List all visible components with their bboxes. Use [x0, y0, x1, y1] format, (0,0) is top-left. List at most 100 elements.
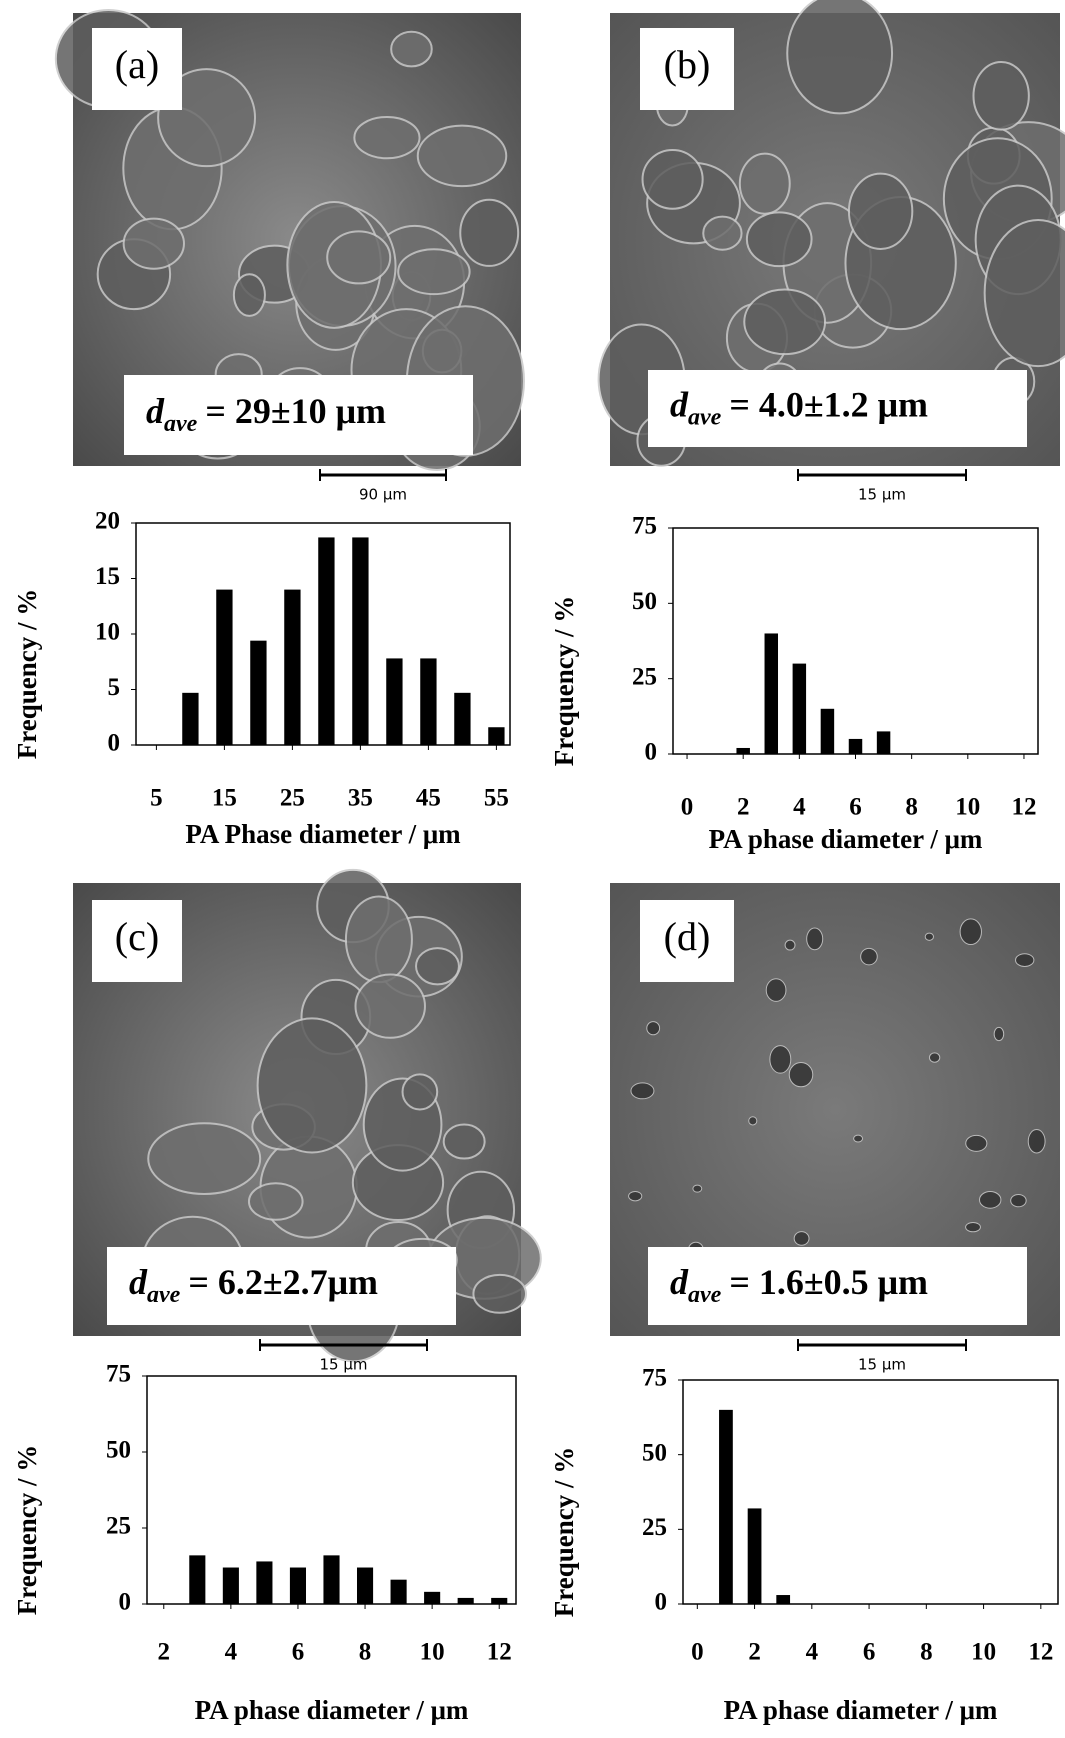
bar	[491, 1598, 507, 1604]
x-tick-label: 45	[416, 785, 441, 812]
bar	[458, 1598, 474, 1604]
x-tick-label: 10	[420, 1639, 445, 1666]
micrograph-feature	[929, 1053, 939, 1062]
x-axis-label: PA phase diameter / μm	[709, 824, 983, 854]
bar	[821, 709, 834, 754]
bar	[877, 731, 890, 754]
micrograph-feature	[473, 1275, 526, 1313]
x-tick-label: 10	[955, 794, 980, 821]
bar	[223, 1568, 239, 1604]
figure: (a)dave= 29±10 μm90 μm051015205152535455…	[0, 0, 1065, 1738]
y-tick-label: 20	[95, 508, 120, 535]
annotation-text: = 29±10 μm	[205, 391, 386, 431]
x-tick-label: 6	[863, 1639, 876, 1666]
micrograph-feature	[807, 928, 823, 950]
micrograph-feature	[740, 154, 790, 214]
y-tick-label: 0	[108, 730, 121, 757]
micrograph-feature	[785, 940, 795, 950]
micrograph-feature	[391, 32, 432, 67]
annotation-text: = 4.0±1.2 μm	[729, 385, 928, 425]
y-tick-label: 75	[642, 1365, 667, 1392]
y-axis-label: Frequency / %	[549, 596, 579, 767]
x-tick-label: 0	[691, 1639, 704, 1666]
bar	[256, 1561, 272, 1604]
y-axis-label: Frequency / %	[12, 589, 42, 760]
bar	[748, 1508, 762, 1604]
x-tick-label: 12	[1028, 1639, 1053, 1666]
bar	[420, 658, 436, 745]
micrograph-feature	[966, 1223, 981, 1232]
micrograph-feature	[770, 1046, 791, 1074]
annotation-text: = 1.6±0.5 μm	[729, 1262, 928, 1302]
panel-label: (b)	[664, 42, 711, 87]
micrograph-feature	[1016, 954, 1034, 967]
x-tick-label: 35	[348, 785, 373, 812]
micrograph-feature	[960, 919, 981, 945]
y-tick-label: 10	[95, 619, 120, 646]
bar	[357, 1568, 373, 1604]
micrograph-feature	[766, 979, 786, 1002]
y-tick-label: 50	[642, 1439, 667, 1466]
plot-frame	[673, 528, 1038, 754]
y-tick-label: 5	[108, 674, 121, 701]
y-tick-label: 25	[642, 1514, 667, 1541]
x-tick-label: 12	[1011, 794, 1036, 821]
micrograph-feature	[854, 1135, 863, 1142]
micrograph-feature	[258, 1018, 367, 1152]
micrograph-feature	[416, 948, 459, 984]
micrograph-feature	[354, 117, 419, 158]
y-tick-label: 50	[106, 1437, 131, 1464]
micrograph-feature	[444, 1125, 485, 1159]
micrograph-feature	[148, 1123, 260, 1194]
micrograph-feature	[124, 219, 184, 269]
x-tick-label: 2	[748, 1639, 761, 1666]
micrograph-feature	[1028, 1130, 1045, 1153]
micrograph-feature	[787, 0, 892, 113]
x-tick-label: 5	[150, 785, 163, 812]
x-tick-label: 8	[920, 1639, 933, 1666]
annotation-symbol: d	[670, 385, 689, 425]
x-tick-label: 15	[212, 785, 237, 812]
bar	[386, 658, 402, 745]
x-tick-label: 8	[359, 1639, 372, 1666]
bar	[189, 1555, 205, 1604]
bar	[323, 1555, 339, 1604]
annotation-subscript: ave	[688, 404, 722, 430]
micrograph-feature	[789, 1063, 813, 1087]
micrograph-feature	[1011, 1194, 1026, 1206]
micrograph-feature	[747, 212, 812, 266]
bar	[849, 739, 862, 754]
bar	[793, 664, 806, 754]
bar	[318, 537, 334, 745]
y-tick-label: 0	[119, 1589, 132, 1616]
x-tick-label: 12	[487, 1639, 512, 1666]
annotation-symbol: d	[146, 391, 165, 431]
bar	[424, 1592, 440, 1604]
micrograph-feature	[925, 933, 933, 940]
x-tick-label: 4	[225, 1639, 238, 1666]
micrograph-feature	[346, 897, 412, 983]
y-axis-label: Frequency / %	[12, 1445, 42, 1616]
micrograph-feature	[794, 1232, 809, 1246]
micrograph-feature	[356, 975, 425, 1038]
x-axis-label: PA Phase diameter / μm	[185, 819, 461, 849]
bar	[290, 1568, 306, 1604]
micrograph-feature	[980, 1191, 1001, 1208]
bar	[391, 1580, 407, 1604]
micrograph-feature	[629, 1191, 642, 1200]
bar	[250, 641, 266, 745]
annotation-subscript: ave	[147, 1282, 181, 1308]
x-tick-label: 6	[292, 1639, 305, 1666]
scale-bar-label: 15 μm	[858, 486, 906, 504]
y-tick-label: 50	[632, 588, 657, 615]
x-tick-label: 25	[280, 785, 305, 812]
micrograph-feature	[647, 1022, 660, 1035]
scale-bar-label: 90 μm	[359, 486, 407, 504]
x-tick-label: 6	[849, 794, 862, 821]
micrograph-feature	[460, 200, 518, 266]
annotation-text: = 6.2±2.7μm	[188, 1262, 378, 1302]
micrograph-feature	[403, 1074, 438, 1109]
micrograph-feature	[966, 1135, 987, 1151]
y-tick-label: 0	[655, 1589, 668, 1616]
annotation-symbol: d	[670, 1262, 689, 1302]
